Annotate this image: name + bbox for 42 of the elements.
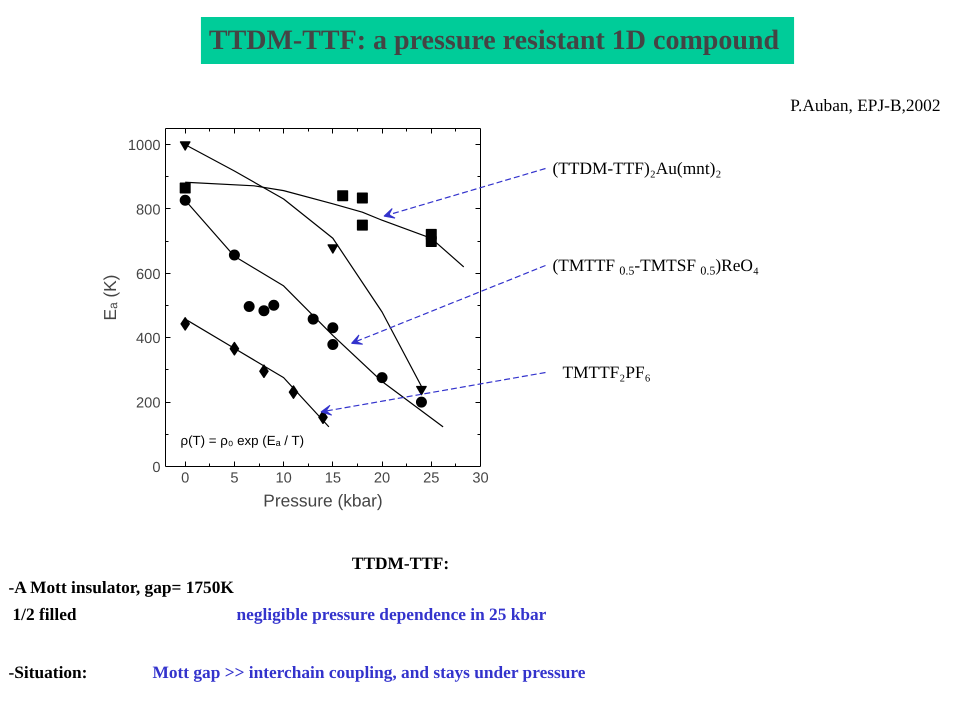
text: TMTTF₂PF₆ <box>562 363 651 382</box>
y-tick-label: 200 <box>136 396 161 412</box>
point <box>337 190 348 202</box>
text: Mott gap >> interchain coupling, and stays under pressure <box>152 663 586 682</box>
y-tick-label: 600 <box>136 266 161 283</box>
point <box>416 386 427 396</box>
point <box>327 339 338 350</box>
text: -A Mott insulator, gap= 1750K <box>8 578 234 597</box>
text: negligible pressure dependence in 25 kbar <box>236 605 547 624</box>
x-tick-label: 15 <box>324 470 342 486</box>
x-tick-label: 10 <box>275 470 292 486</box>
x-axis-title: Pressure (kbar) <box>263 490 383 510</box>
x-tick-label: 25 <box>423 470 440 486</box>
x-tick-label: 30 <box>472 470 489 486</box>
point <box>327 244 338 254</box>
point <box>180 194 191 206</box>
text: TTDM-TTF: <box>352 554 450 573</box>
text: -Situation: <box>8 663 88 682</box>
point <box>356 192 368 204</box>
point <box>180 141 191 151</box>
point <box>327 322 338 334</box>
x-tick-label: 5 <box>230 470 238 486</box>
point <box>268 300 280 311</box>
point <box>180 182 191 194</box>
point <box>244 301 255 312</box>
text: 1/2 filled <box>12 605 77 624</box>
x-tick-label: 0 <box>181 470 190 486</box>
y-tick-label: 400 <box>136 331 161 348</box>
y-tick-label: 0 <box>152 460 161 476</box>
y-tick-label: 800 <box>136 202 161 218</box>
y-axis-title: Eₐ (K) <box>100 274 120 320</box>
text: P.Auban, EPJ-B,2002 <box>790 96 941 115</box>
point <box>180 316 190 331</box>
y-tick-label: 1000 <box>128 138 161 154</box>
point <box>356 220 368 231</box>
point <box>258 305 270 316</box>
text: (TTDM-TTF)₂Au(mnt)₂ <box>552 159 722 178</box>
point <box>308 314 319 325</box>
x-tick-label: 20 <box>374 470 390 486</box>
chart-title: TTDM-TTF: a pressure resistant 1D compound <box>208 25 780 56</box>
annotation: ρ(T) = ρ₀ exp (Eₐ / T) <box>180 433 304 448</box>
point <box>416 396 427 408</box>
